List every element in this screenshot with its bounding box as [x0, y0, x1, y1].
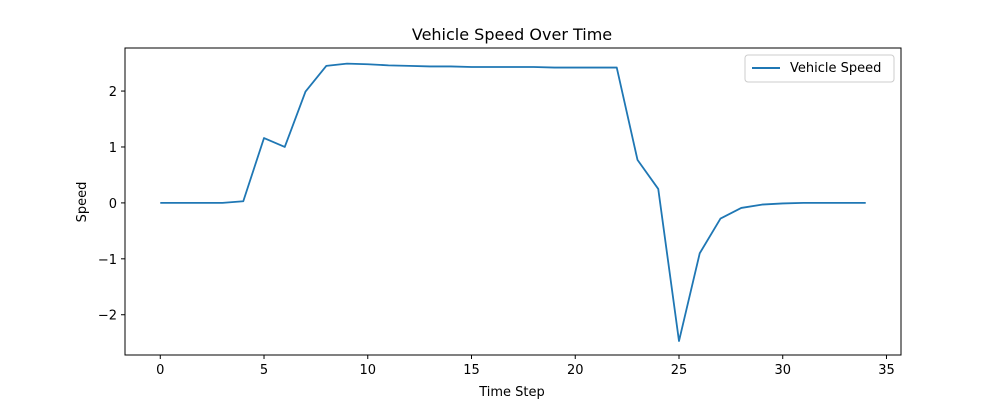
- y-tick-label: 0: [109, 197, 117, 212]
- y-tick-label: 1: [109, 141, 117, 156]
- plot-area: [125, 48, 901, 355]
- series-layer: [160, 62, 866, 342]
- y-tick-label: −1: [98, 253, 117, 268]
- x-axis-label: Time Step: [478, 385, 545, 400]
- x-tick-label: 25: [671, 363, 688, 378]
- x-tick-label: 10: [359, 363, 376, 378]
- y-tick-label: −2: [98, 309, 117, 324]
- y-axis: −2 −1 0 1 2: [98, 85, 125, 324]
- x-axis: 0 5 10 15 20 25 30 35: [156, 355, 895, 378]
- x-tick-label: 30: [774, 363, 791, 378]
- plot-frame: [124, 47, 902, 356]
- legend-label-vehicle-speed: Vehicle Speed: [790, 61, 881, 76]
- series-line-vehicle-speed: [160, 62, 866, 342]
- chart-title: Vehicle Speed Over Time: [412, 25, 612, 44]
- y-tick-label: 2: [109, 85, 117, 100]
- x-tick-label: 5: [260, 363, 268, 378]
- legend: Vehicle Speed: [744, 54, 895, 83]
- y-axis-label: Speed: [75, 182, 90, 223]
- x-tick-label: 35: [878, 363, 895, 378]
- x-tick-label: 0: [156, 363, 164, 378]
- x-tick-label: 15: [463, 363, 480, 378]
- legend-box: [744, 54, 895, 83]
- x-tick-label: 20: [567, 363, 584, 378]
